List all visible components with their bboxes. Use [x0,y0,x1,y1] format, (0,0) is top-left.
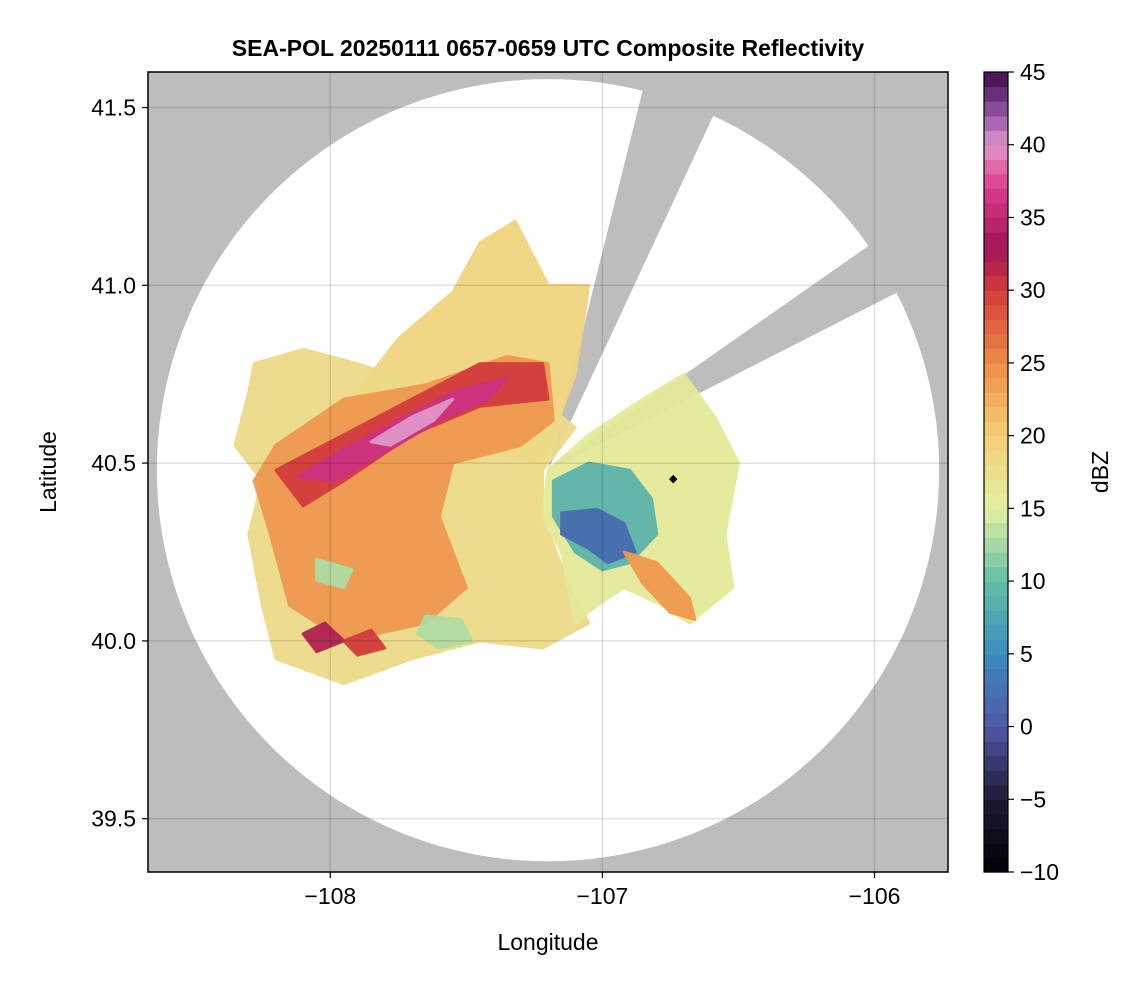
chart-title: SEA-POL 20250111 0657-0659 UTC Composite… [232,35,865,61]
colorbar-segment [984,581,1008,597]
colorbar-segment [984,159,1008,175]
colorbar-segment [984,537,1008,553]
echo-band-peak-pink [369,397,455,447]
colorbar-segment [984,595,1008,611]
colorbar-tick-label: 30 [1020,277,1046,303]
plot-frame [147,71,949,873]
y-axis-label: Latitude [35,431,61,513]
colorbar-segment [984,101,1008,117]
plot-area [148,72,948,872]
colorbar-segment [984,144,1008,160]
colorbar-segment [984,726,1008,742]
colorbar-segment [984,333,1008,349]
colorbar-tick-label: 35 [1020,204,1046,230]
echo-south-green-patch [415,614,474,650]
x-tick-label: −108 [304,883,356,909]
colorbar-segment [984,624,1008,640]
gridlines [148,72,948,872]
colorbar-segment [984,464,1008,480]
colorbar-segment [984,173,1008,189]
site-marker [668,474,678,484]
colorbar-label: dBZ [1087,451,1113,493]
colorbar-segment [984,217,1008,233]
colorbar-segment [984,799,1008,815]
colorbar-tick-label: −10 [1020,859,1059,885]
colorbar-segment [984,275,1008,291]
colorbar-frame [983,71,1009,873]
colorbar-segment [984,130,1008,146]
y-axis-ticks: 39.5 40.0 40.5 41.0 41.5 [91,95,148,832]
x-axis-label: Longitude [497,929,598,955]
colorbar-segment [984,741,1008,757]
colorbar-segment [984,421,1008,437]
colorbar-segment [984,755,1008,771]
colorbar-segment [984,450,1008,466]
colorbar-segment [984,682,1008,699]
colorbar-segment [984,842,1008,859]
colorbar-segment [984,508,1008,524]
y-tick-label: 39.5 [91,806,136,832]
colorbar-segment [984,493,1008,509]
colorbar-segment [984,639,1008,655]
colorbar-tick-label: 25 [1020,350,1046,376]
colorbar-segment [984,653,1008,669]
x-tick-label: −107 [577,883,629,909]
colorbar-segment [984,697,1008,713]
colorbar-segment [984,246,1008,262]
colorbar-segment [984,610,1008,626]
y-tick-label: 41.5 [91,95,136,121]
y-tick-label: 40.5 [91,450,136,476]
colorbar-segment [984,377,1008,393]
colorbar-segment [984,522,1008,539]
x-axis-ticks: −108 −107 −106 [304,872,900,909]
colorbar-segment [984,319,1008,335]
colorbar-segment [984,770,1008,786]
y-tick-label: 41.0 [91,272,136,298]
y-tick-label: 40.0 [91,628,136,654]
colorbar-segment [984,813,1008,829]
colorbar-segment [984,115,1008,131]
colorbar-tick-label: 10 [1020,568,1046,594]
colorbar-segment [984,362,1008,379]
colorbar-segment [984,552,1008,568]
echo-east-echo-blue [560,507,637,565]
colorbar-segment [984,392,1008,408]
colorbar-segment [984,290,1008,306]
colorbar-segment [984,232,1008,248]
colorbar-tick-label: 45 [1020,59,1046,85]
colorbar-tick-label: 20 [1020,423,1046,449]
colorbar-tick-label: 40 [1020,132,1046,158]
colorbar-segment [984,668,1008,684]
colorbar-segment [984,86,1008,102]
colorbar-segment [984,202,1008,219]
reflectivity-echoes [233,219,740,686]
echo-west-green-patch [315,557,354,590]
colorbar-segment [984,304,1008,320]
echo-east-band-orange [622,550,697,622]
colorbar-segment [984,435,1008,451]
colorbar-segment [984,566,1008,582]
colorbar-ticks: −10 −5 0 5 10 15 20 25 30 35 40 45 [1008,59,1059,885]
colorbar-segment [984,712,1008,728]
colorbar-segment [984,188,1008,204]
colorbar-segment [984,406,1008,422]
colorbar-segment [984,348,1008,364]
colorbar-tick-label: 0 [1020,714,1033,740]
colorbar-segment [984,857,1008,873]
colorbar-segment [984,72,1008,88]
colorbar-segment [984,261,1008,277]
colorbar [984,72,1008,873]
echo-south-cell-2 [342,628,387,657]
x-tick-label: −106 [849,883,901,909]
colorbar-tick-label: 5 [1020,641,1033,667]
colorbar-tick-label: −5 [1020,786,1046,812]
colorbar-tick-label: 15 [1020,495,1046,521]
colorbar-segment [984,479,1008,495]
colorbar-segment [984,828,1008,844]
colorbar-segment [984,784,1008,800]
